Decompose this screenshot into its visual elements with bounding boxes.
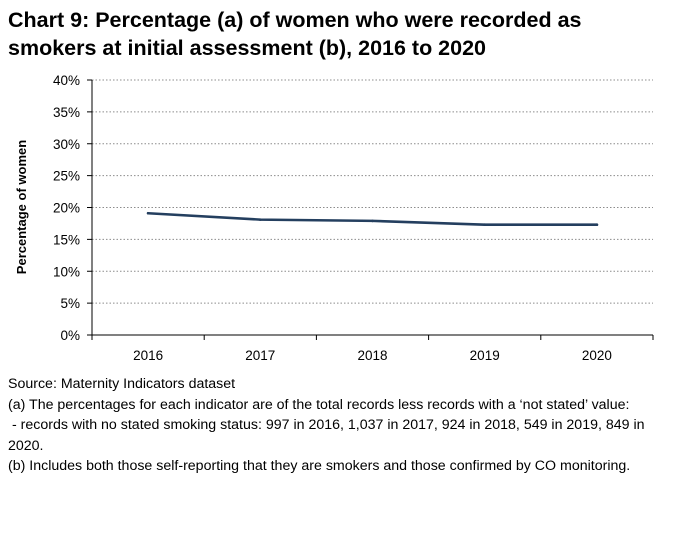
data-point bbox=[146, 211, 150, 215]
gridlines bbox=[92, 79, 653, 304]
y-tick-label: 15% bbox=[53, 232, 80, 247]
y-tick-label: 35% bbox=[53, 105, 80, 120]
data-point bbox=[595, 223, 599, 227]
chart-notes: Source: Maternity Indicators dataset (a)… bbox=[8, 374, 673, 477]
x-tick-label: 2016 bbox=[133, 348, 163, 363]
y-tick-label: 5% bbox=[60, 296, 80, 311]
y-tick-label: 40% bbox=[53, 73, 80, 88]
source-note: Source: Maternity Indicators dataset bbox=[8, 376, 236, 392]
data-point bbox=[483, 223, 487, 227]
note-a: (a) The percentages for each indicator a… bbox=[8, 396, 630, 413]
data-point bbox=[259, 218, 262, 221]
data-point bbox=[371, 219, 374, 223]
note-b: (b) Includes both those self-reporting t… bbox=[8, 458, 631, 474]
data-series bbox=[146, 211, 599, 227]
y-tick-label: 30% bbox=[53, 137, 80, 152]
x-tick-labels: 2016 2017 2018 2019 2020 bbox=[133, 348, 612, 363]
y-tick-label: 10% bbox=[53, 264, 80, 279]
line-chart: 0%5%10%15%20%25%30%35%40% 2016 2017 2018 20… bbox=[14, 73, 654, 363]
x-tick-label: 2018 bbox=[357, 348, 387, 363]
chart-title: Chart 9: Percentage (a) of women who wer… bbox=[8, 8, 582, 60]
y-axis-label: Percentage of women bbox=[14, 140, 29, 274]
axes bbox=[87, 79, 654, 340]
x-tick-label: 2019 bbox=[470, 348, 500, 363]
y-tick-labels: 0% 5% 10% 15% 20% 25% 30% 35% 40% bbox=[53, 73, 80, 343]
x-tick-label: 2020 bbox=[582, 348, 612, 363]
y-tick-label: 25% bbox=[53, 169, 80, 184]
y-tick-label: 20% bbox=[53, 201, 80, 216]
note-a-detail: - records with no stated smoking status:… bbox=[8, 417, 649, 454]
series-line bbox=[146, 211, 599, 227]
x-tick-label: 2017 bbox=[245, 348, 275, 363]
y-tick-label: 0% bbox=[60, 328, 80, 343]
